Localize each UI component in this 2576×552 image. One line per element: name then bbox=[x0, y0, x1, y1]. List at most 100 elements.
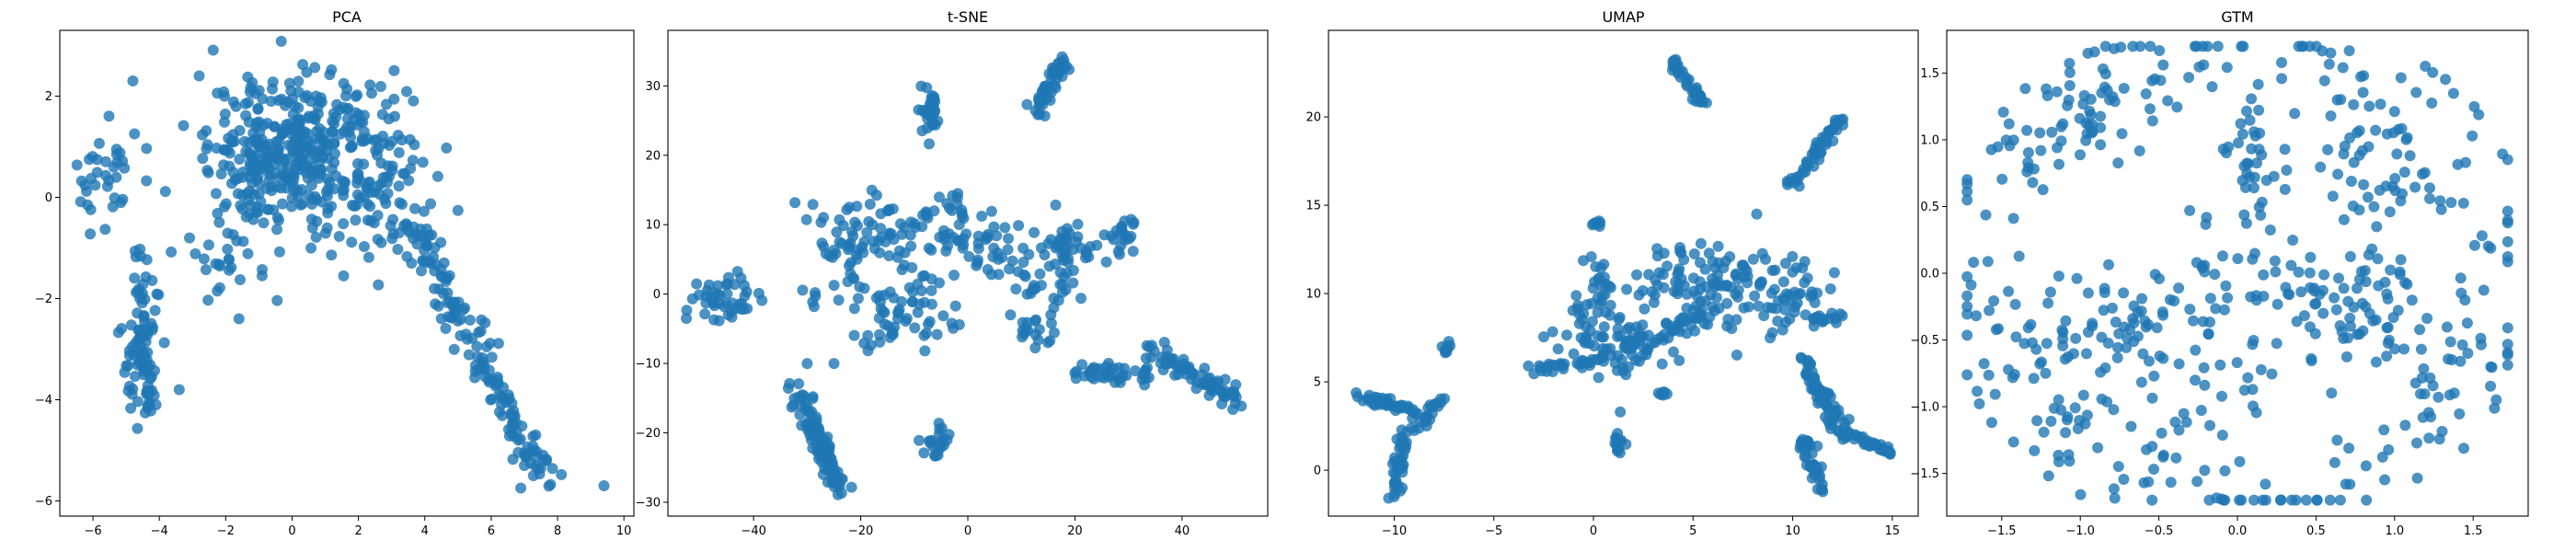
data-point bbox=[789, 197, 801, 209]
data-point bbox=[832, 489, 844, 500]
data-point bbox=[510, 417, 522, 429]
data-point bbox=[2053, 394, 2064, 406]
data-point bbox=[949, 270, 960, 282]
data-point bbox=[2155, 75, 2167, 86]
data-point bbox=[2293, 266, 2305, 278]
data-point bbox=[828, 280, 840, 292]
data-point bbox=[485, 394, 497, 406]
chart-title: UMAP bbox=[1602, 8, 1644, 26]
data-point bbox=[1812, 467, 1824, 478]
data-point bbox=[1875, 439, 1887, 451]
data-point bbox=[2075, 489, 2087, 500]
data-point bbox=[1726, 323, 1738, 335]
data-point bbox=[1406, 422, 1418, 434]
data-point bbox=[1058, 243, 1070, 255]
x-tick-label: 2 bbox=[354, 524, 362, 538]
data-point bbox=[2371, 221, 2383, 233]
data-point bbox=[1178, 358, 1190, 370]
data-point bbox=[2220, 280, 2232, 292]
data-point bbox=[1029, 315, 1041, 327]
data-point bbox=[1753, 300, 1765, 312]
data-point bbox=[2210, 303, 2222, 315]
data-point bbox=[931, 328, 943, 340]
data-point bbox=[957, 242, 969, 254]
data-point bbox=[1578, 255, 1589, 267]
data-point bbox=[376, 109, 388, 121]
data-point bbox=[1076, 359, 1088, 371]
data-point bbox=[243, 116, 255, 128]
data-point bbox=[2118, 83, 2130, 94]
data-point bbox=[1679, 316, 1690, 328]
data-point bbox=[2447, 87, 2459, 99]
data-point bbox=[2270, 266, 2282, 278]
data-point bbox=[2199, 379, 2211, 391]
data-point bbox=[2410, 86, 2422, 98]
data-point bbox=[2118, 287, 2130, 299]
data-point bbox=[207, 44, 219, 56]
data-point bbox=[2478, 284, 2490, 296]
data-point bbox=[1018, 328, 1029, 340]
data-point bbox=[991, 230, 1003, 242]
data-point bbox=[2157, 59, 2169, 71]
data-point bbox=[2391, 148, 2403, 160]
data-point bbox=[125, 402, 137, 414]
data-point bbox=[135, 340, 146, 352]
data-point bbox=[1993, 323, 2004, 335]
data-point bbox=[2062, 411, 2074, 422]
data-point bbox=[234, 154, 246, 165]
data-point bbox=[1227, 404, 1239, 415]
data-point bbox=[1658, 282, 1670, 293]
data-point bbox=[1838, 417, 1850, 428]
data-point bbox=[2031, 415, 2043, 427]
data-point bbox=[2069, 402, 2081, 414]
data-point bbox=[2085, 109, 2097, 121]
data-point bbox=[158, 337, 170, 349]
data-point bbox=[1773, 295, 1784, 307]
data-point bbox=[825, 453, 837, 465]
data-point bbox=[373, 279, 385, 291]
data-point bbox=[129, 128, 141, 140]
data-point bbox=[2387, 312, 2399, 324]
x-tick-label: 10 bbox=[1785, 524, 1800, 538]
data-point bbox=[362, 251, 374, 263]
y-tick-label: 10 bbox=[1305, 288, 1321, 302]
data-point bbox=[912, 306, 924, 318]
data-point bbox=[341, 113, 353, 125]
data-point bbox=[2217, 494, 2229, 506]
data-point bbox=[1659, 328, 1671, 340]
data-point bbox=[132, 396, 144, 408]
data-point bbox=[2298, 310, 2310, 322]
data-point bbox=[807, 296, 819, 308]
data-point bbox=[2183, 72, 2195, 84]
data-point bbox=[512, 446, 524, 458]
data-point bbox=[2169, 416, 2181, 428]
data-point bbox=[1758, 310, 1770, 322]
data-point bbox=[309, 62, 321, 74]
data-point bbox=[134, 243, 146, 255]
data-point bbox=[2212, 40, 2224, 52]
data-point bbox=[2394, 269, 2406, 281]
data-point bbox=[2382, 338, 2394, 349]
data-point bbox=[2489, 402, 2501, 414]
data-point bbox=[2085, 93, 2097, 105]
data-point bbox=[1039, 110, 1051, 121]
data-point bbox=[280, 99, 292, 111]
data-point bbox=[2195, 405, 2207, 416]
data-point bbox=[193, 70, 205, 82]
data-point bbox=[2266, 368, 2278, 380]
subplot-tsne: t-SNE −40 −20 0 20 40 −30 −20 −10 0 10 20 30 bbox=[636, 8, 1269, 538]
data-point bbox=[420, 257, 432, 268]
data-point bbox=[327, 126, 338, 137]
data-point bbox=[251, 174, 263, 186]
data-point bbox=[291, 159, 302, 171]
data-point bbox=[1708, 278, 1719, 290]
data-point bbox=[2334, 494, 2346, 506]
data-point bbox=[2246, 143, 2258, 155]
data-point bbox=[845, 237, 857, 249]
data-point bbox=[471, 340, 483, 352]
data-point bbox=[227, 129, 239, 141]
data-point bbox=[1523, 360, 1535, 372]
data-point bbox=[2062, 99, 2074, 111]
data-point bbox=[1793, 180, 1805, 192]
x-tick-label: −40 bbox=[741, 524, 765, 538]
